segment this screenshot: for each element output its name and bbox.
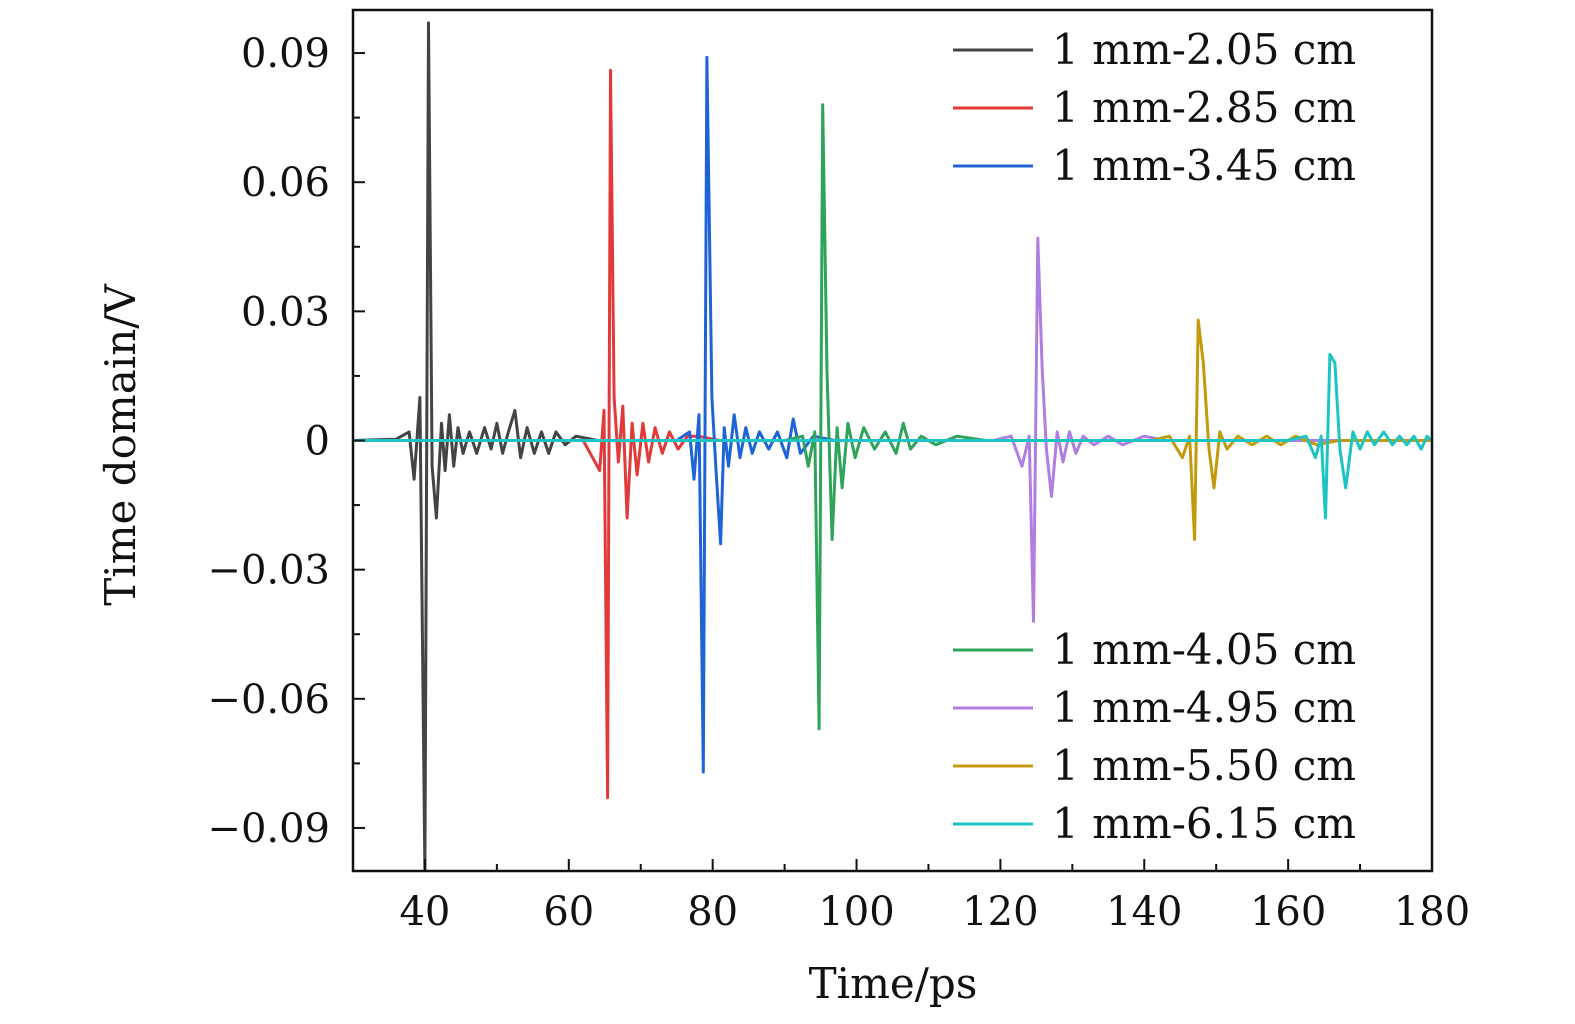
legend-label: 1 mm-4.95 cm — [1052, 683, 1356, 732]
x-tick-label: 40 — [399, 889, 450, 935]
legend-label: 1 mm-2.85 cm — [1052, 83, 1356, 132]
y-axis-title: Time domain/V — [96, 284, 145, 606]
x-tick-label: 60 — [543, 889, 594, 935]
y-tick-label: −0.09 — [207, 806, 330, 852]
labels-layer: 40 60 80 100 120 140 160 180 0.09 0.06 0.03 0 −0.03 −… — [207, 31, 1470, 935]
series-line-5 — [353, 236, 1432, 623]
series-line-6 — [353, 318, 1432, 541]
legend-label: 1 mm-2.05 cm — [1052, 25, 1356, 74]
legend-label: 1 mm-5.50 cm — [1052, 741, 1356, 790]
legend-label: 1 mm-3.45 cm — [1052, 141, 1356, 190]
y-tick-label: 0 — [305, 419, 330, 465]
x-axis-title: Time/ps — [809, 959, 978, 1008]
x-tick-label: 160 — [1250, 889, 1326, 935]
series-line-7 — [353, 352, 1432, 520]
x-tick-label: 140 — [1106, 889, 1182, 935]
series-layer — [353, 21, 1432, 871]
y-tick-label: 0.03 — [241, 289, 330, 335]
legend-layer: 1 mm-2.05 cm 1 mm-2.85 cm 1 mm-3.45 cm 1 mm… — [953, 25, 1356, 848]
series-line-2 — [353, 68, 1432, 800]
x-tick-label: 120 — [962, 889, 1038, 935]
y-tick-label: 0.09 — [241, 31, 330, 77]
y-tick-label: 0.06 — [241, 160, 330, 206]
x-tick-label: 100 — [818, 889, 894, 935]
axes-layer — [351, 8, 1434, 873]
series-line-3 — [353, 55, 1432, 774]
y-tick-label: −0.06 — [207, 677, 330, 723]
x-tick-label: 80 — [687, 889, 738, 935]
y-tick-label: −0.03 — [207, 548, 330, 594]
legend-label: 1 mm-6.15 cm — [1052, 799, 1356, 848]
legend-label: 1 mm-4.05 cm — [1052, 625, 1356, 674]
x-tick-label: 180 — [1394, 889, 1470, 935]
